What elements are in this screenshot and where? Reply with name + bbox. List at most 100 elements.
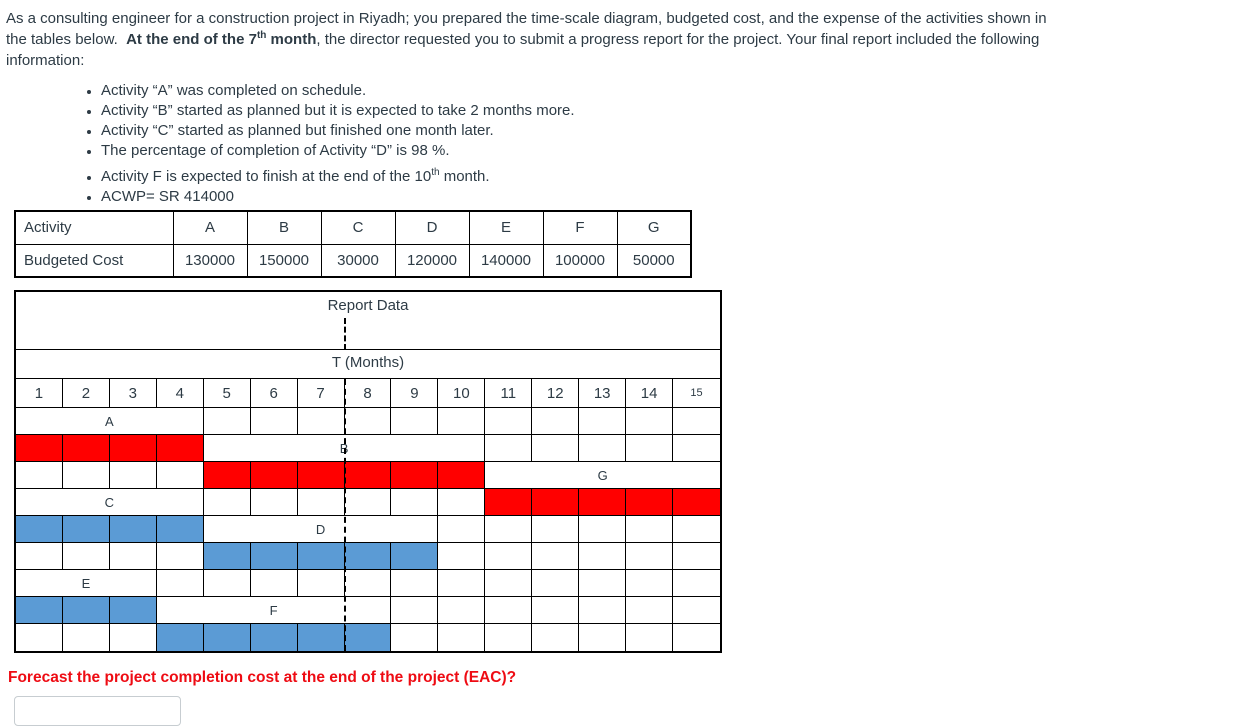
gantt-bar-segment-blue: [16, 597, 63, 623]
gantt-bar-segment-red: [344, 462, 392, 488]
month-label: 10: [438, 379, 486, 407]
gantt-row: F: [16, 597, 720, 624]
month-label: 11: [485, 379, 533, 407]
quiz-question-page: As a consulting engineer for a construct…: [0, 8, 1246, 726]
budget-activity-header: C: [320, 210, 396, 245]
gantt-bar-segment-blue: [62, 516, 110, 542]
gantt-empty-cell: [485, 516, 533, 542]
budget-row-label: Budgeted Cost: [14, 243, 174, 278]
month-label: 13: [579, 379, 627, 407]
budget-table-body: Activity A B C D E F G Budgeted Cost 130000 150000…: [14, 210, 692, 278]
month-label: 6: [251, 379, 298, 407]
bullet-text: Activity “B” started as planned but it i…: [101, 102, 575, 119]
gantt-empty-cell: [673, 408, 720, 434]
gantt-empty-cell: [438, 408, 486, 434]
gantt-empty-cell: [204, 408, 251, 434]
gantt-bar-segment-blue: [344, 624, 392, 651]
gantt-bar-segment-red: [579, 489, 627, 515]
gantt-bar-segment-blue: [391, 543, 439, 569]
gantt-row: B: [16, 435, 720, 462]
gantt-empty-cell: [485, 435, 533, 461]
gantt-row: [16, 543, 720, 570]
budget-activity-header: E: [468, 210, 544, 245]
gantt-title: Report Data: [327, 297, 409, 314]
gantt-activity-label: F: [157, 597, 392, 623]
gantt-empty-cell: [391, 489, 439, 515]
bullet-text: month.: [439, 168, 490, 185]
gantt-bar-segment-blue: [156, 516, 204, 542]
gantt-bar-segment-blue: [250, 543, 298, 569]
report-date-dashed-line: [343, 379, 346, 651]
answer-input[interactable]: [14, 696, 181, 726]
gantt-empty-cell: [298, 570, 345, 596]
gantt-empty-cell: [438, 597, 486, 623]
gantt-row: G: [16, 462, 720, 489]
gantt-empty-cell: [110, 624, 157, 651]
month-label: 15: [690, 387, 703, 399]
gantt-empty-cell: [579, 408, 627, 434]
gantt-empty-cell: [626, 408, 674, 434]
gantt-empty-cell: [391, 624, 439, 651]
month-label: 4: [157, 379, 204, 407]
gantt-bar-segment-blue: [250, 624, 298, 651]
budget-cost-value: 140000: [468, 243, 544, 278]
gantt-empty-cell: [532, 570, 580, 596]
report-date-dashed-line-top: [343, 318, 346, 350]
bullet-text: ACWP= SR 414000: [101, 188, 234, 205]
gantt-activity-label: G: [597, 467, 608, 483]
budget-cost-value: 100000: [542, 243, 618, 278]
budget-cost-value: 150000: [246, 243, 322, 278]
budget-cost-value: 120000: [394, 243, 470, 278]
gantt-empty-cell: [485, 570, 533, 596]
gantt-bar-segment-blue: [344, 543, 392, 569]
gantt-empty-cell: [345, 570, 392, 596]
gantt-empty-cell: [579, 543, 627, 569]
budget-cost-row: Budgeted Cost 130000 150000 30000 120000 1400…: [14, 243, 692, 278]
gantt-activity-label: A: [16, 408, 204, 434]
report-bullet: Activity “B” started as planned but it i…: [101, 101, 1246, 120]
intro-bold-text: At the end of the 7: [126, 31, 257, 48]
gantt-empty-cell: [204, 489, 251, 515]
bullet-text: The percentage of completion of Activity…: [101, 142, 450, 159]
gantt-empty-cell: [579, 597, 627, 623]
budget-header-row: Activity A B C D E F G: [14, 210, 692, 245]
gantt-empty-cell: [532, 624, 580, 651]
gantt-empty-cell: [579, 624, 627, 651]
intro-text: the tables below.: [6, 31, 127, 48]
gantt-empty-cell: [298, 489, 345, 515]
gantt-empty-cell: [673, 624, 720, 651]
gantt-title-row: Report Data: [16, 292, 720, 350]
gantt-empty-cell: [204, 570, 251, 596]
gantt-empty-cell: [626, 597, 674, 623]
gantt-bar-segment-red: [16, 435, 63, 461]
gantt-bar-segment-red: [203, 462, 251, 488]
gantt-row: A: [16, 408, 720, 435]
gantt-empty-cell: [673, 570, 720, 596]
gantt-bar-segment-red: [62, 435, 110, 461]
intro-text: information:: [6, 52, 85, 69]
budget-cost-value: 50000: [616, 243, 692, 278]
gantt-bar-segment-red: [626, 489, 674, 515]
gantt-bar-segment-blue: [297, 543, 345, 569]
gantt-empty-cell: [673, 516, 720, 542]
gantt-empty-cell: [251, 570, 298, 596]
gantt-activity-label: E: [16, 570, 157, 596]
gantt-empty-cell: [626, 624, 674, 651]
gantt-empty-cell: [63, 543, 110, 569]
bullet-text: Activity “A” was completed on schedule.: [101, 82, 367, 99]
gantt-empty-cell: [110, 462, 157, 488]
gantt-bar-segment-blue: [156, 624, 204, 651]
gantt-empty-cell: [251, 489, 298, 515]
intro-bold-text: month: [266, 31, 317, 48]
gantt-empty-cell: [626, 570, 674, 596]
gantt-empty-cell: [485, 624, 533, 651]
gantt-activity-label: C: [16, 489, 204, 515]
gantt-empty-cell: [16, 624, 63, 651]
gantt-empty-cell: [626, 543, 674, 569]
budget-table: Activity A B C D E F G Budgeted Cost 130000 150000…: [14, 210, 692, 278]
gantt-empty-cell: [345, 489, 392, 515]
gantt-bar-segment-red: [673, 489, 720, 515]
gantt-axis-label: T (Months): [331, 354, 405, 371]
report-bullet: Activity “C” started as planned but fini…: [101, 121, 1246, 140]
month-label: 8: [345, 379, 392, 407]
